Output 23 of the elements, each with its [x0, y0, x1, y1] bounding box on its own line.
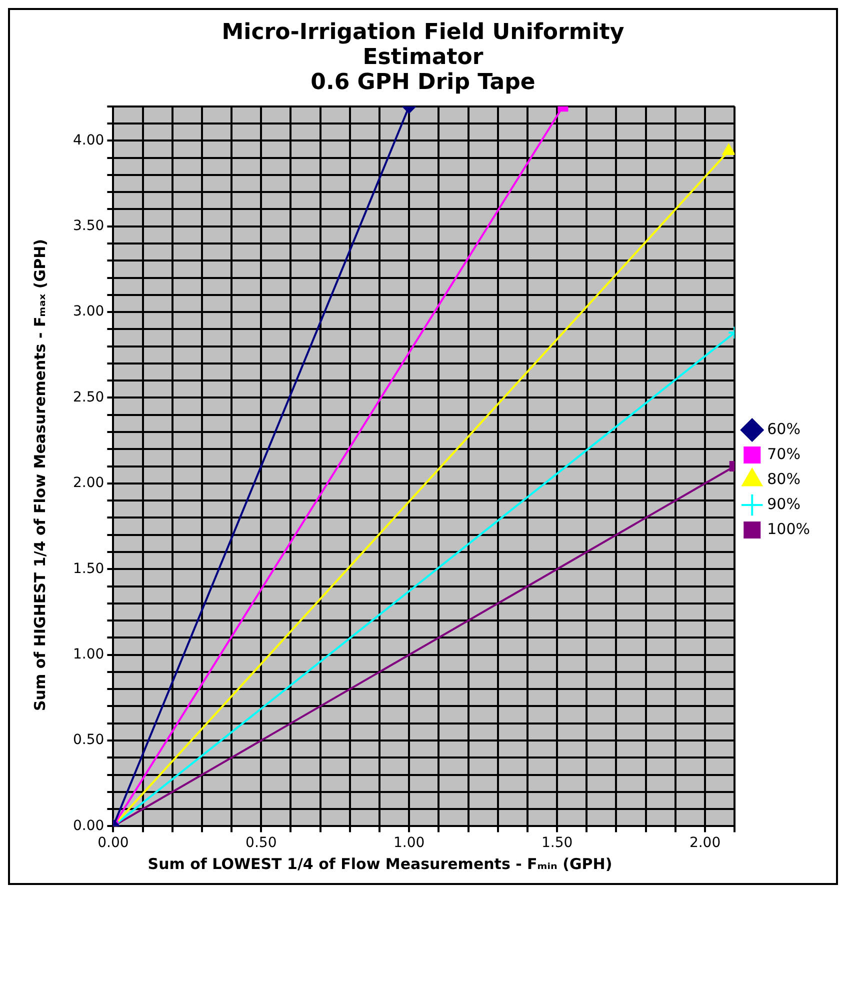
chart-subtitle: 0.6 GPH Drip Tape [310, 70, 536, 95]
y-tick-label: 2.50 [73, 389, 104, 406]
x-tick-label: 0.50 [246, 835, 277, 852]
x-axis-title: Sum of LOWEST 1/4 of Flow Measurements - Fₘᵢₙ (GPH) [146, 855, 614, 873]
chart-title: Micro-Irrigation Field Uniformity Estimator [220, 20, 626, 70]
y-tick-label: 0.50 [73, 732, 104, 748]
x-tick-label: 0.00 [98, 835, 129, 852]
y-tick-label: 2.00 [73, 475, 104, 492]
x-tick-label: 1.50 [541, 835, 573, 852]
legend-label: 90% [767, 494, 800, 513]
legend-label: 100% [767, 520, 810, 538]
y-tick-label: 1.50 [73, 560, 104, 577]
y-axis-title: Sum of HIGHEST 1/4 of Flow Measurements - Fₘₐₓ (GPH) [31, 238, 49, 713]
y-tick-label: 4.00 [73, 132, 104, 148]
y-tick-label: 1.00 [73, 646, 104, 662]
y-tick-label: 3.00 [73, 304, 104, 320]
x-tick-label: 2.00 [689, 835, 721, 852]
legend-label: 80% [767, 470, 800, 488]
y-tick-label: 3.50 [73, 218, 104, 234]
legend-label: 70% [767, 444, 800, 463]
x-tick-label: 1.00 [394, 835, 425, 852]
legend-label: 60% [767, 420, 800, 438]
y-tick-label: 0.00 [73, 818, 104, 834]
